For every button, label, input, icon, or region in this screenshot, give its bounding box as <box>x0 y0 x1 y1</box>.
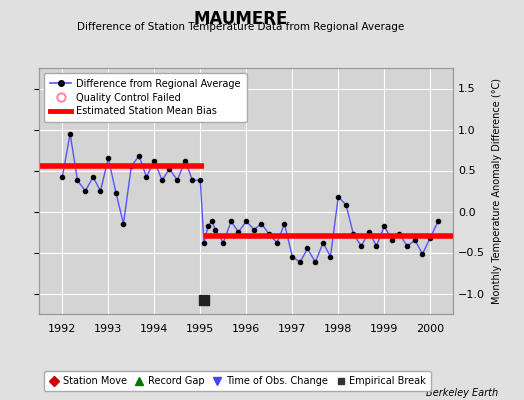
Y-axis label: Monthly Temperature Anomaly Difference (°C): Monthly Temperature Anomaly Difference (… <box>492 78 502 304</box>
Text: Berkeley Earth: Berkeley Earth <box>425 388 498 398</box>
Text: Difference of Station Temperature Data from Regional Average: Difference of Station Temperature Data f… <box>78 22 405 32</box>
Text: MAUMERE: MAUMERE <box>194 10 288 28</box>
Legend: Station Move, Record Gap, Time of Obs. Change, Empirical Break: Station Move, Record Gap, Time of Obs. C… <box>44 372 431 391</box>
Legend: Difference from Regional Average, Quality Control Failed, Estimated Station Mean: Difference from Regional Average, Qualit… <box>44 73 247 122</box>
